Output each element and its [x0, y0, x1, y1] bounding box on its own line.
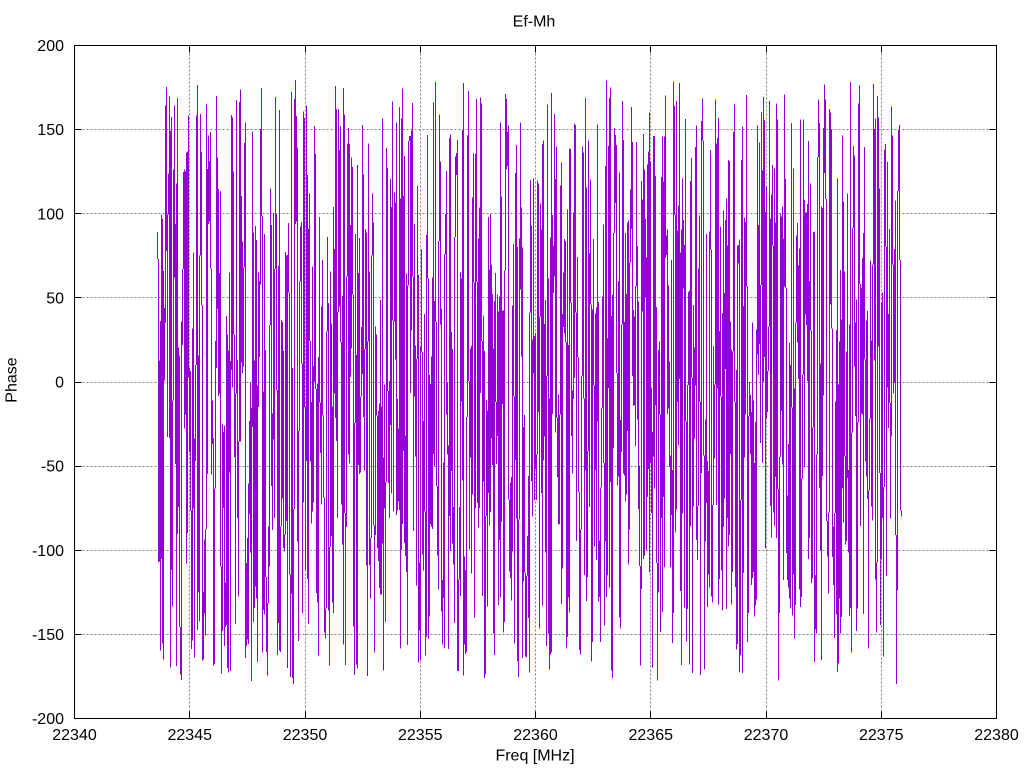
svg-text:100: 100 [37, 206, 64, 223]
svg-text:22355: 22355 [398, 727, 443, 744]
svg-text:200: 200 [37, 38, 64, 55]
svg-text:22340: 22340 [52, 727, 97, 744]
svg-text:Phase: Phase [4, 357, 21, 402]
svg-text:22365: 22365 [629, 727, 674, 744]
svg-text:-100: -100 [32, 543, 64, 560]
svg-text:Ef-Mh: Ef-Mh [513, 14, 556, 31]
svg-text:Freq [MHz]: Freq [MHz] [495, 748, 574, 765]
svg-text:22380: 22380 [974, 727, 1019, 744]
svg-text:-50: -50 [41, 459, 64, 476]
svg-text:50: 50 [46, 290, 64, 307]
svg-text:-150: -150 [32, 627, 64, 644]
svg-text:150: 150 [37, 122, 64, 139]
svg-text:-200: -200 [32, 711, 64, 728]
svg-text:22375: 22375 [859, 727, 904, 744]
svg-text:0: 0 [55, 375, 64, 392]
svg-text:22345: 22345 [168, 727, 213, 744]
svg-text:22350: 22350 [283, 727, 328, 744]
svg-text:22360: 22360 [513, 727, 558, 744]
svg-text:22370: 22370 [744, 727, 789, 744]
